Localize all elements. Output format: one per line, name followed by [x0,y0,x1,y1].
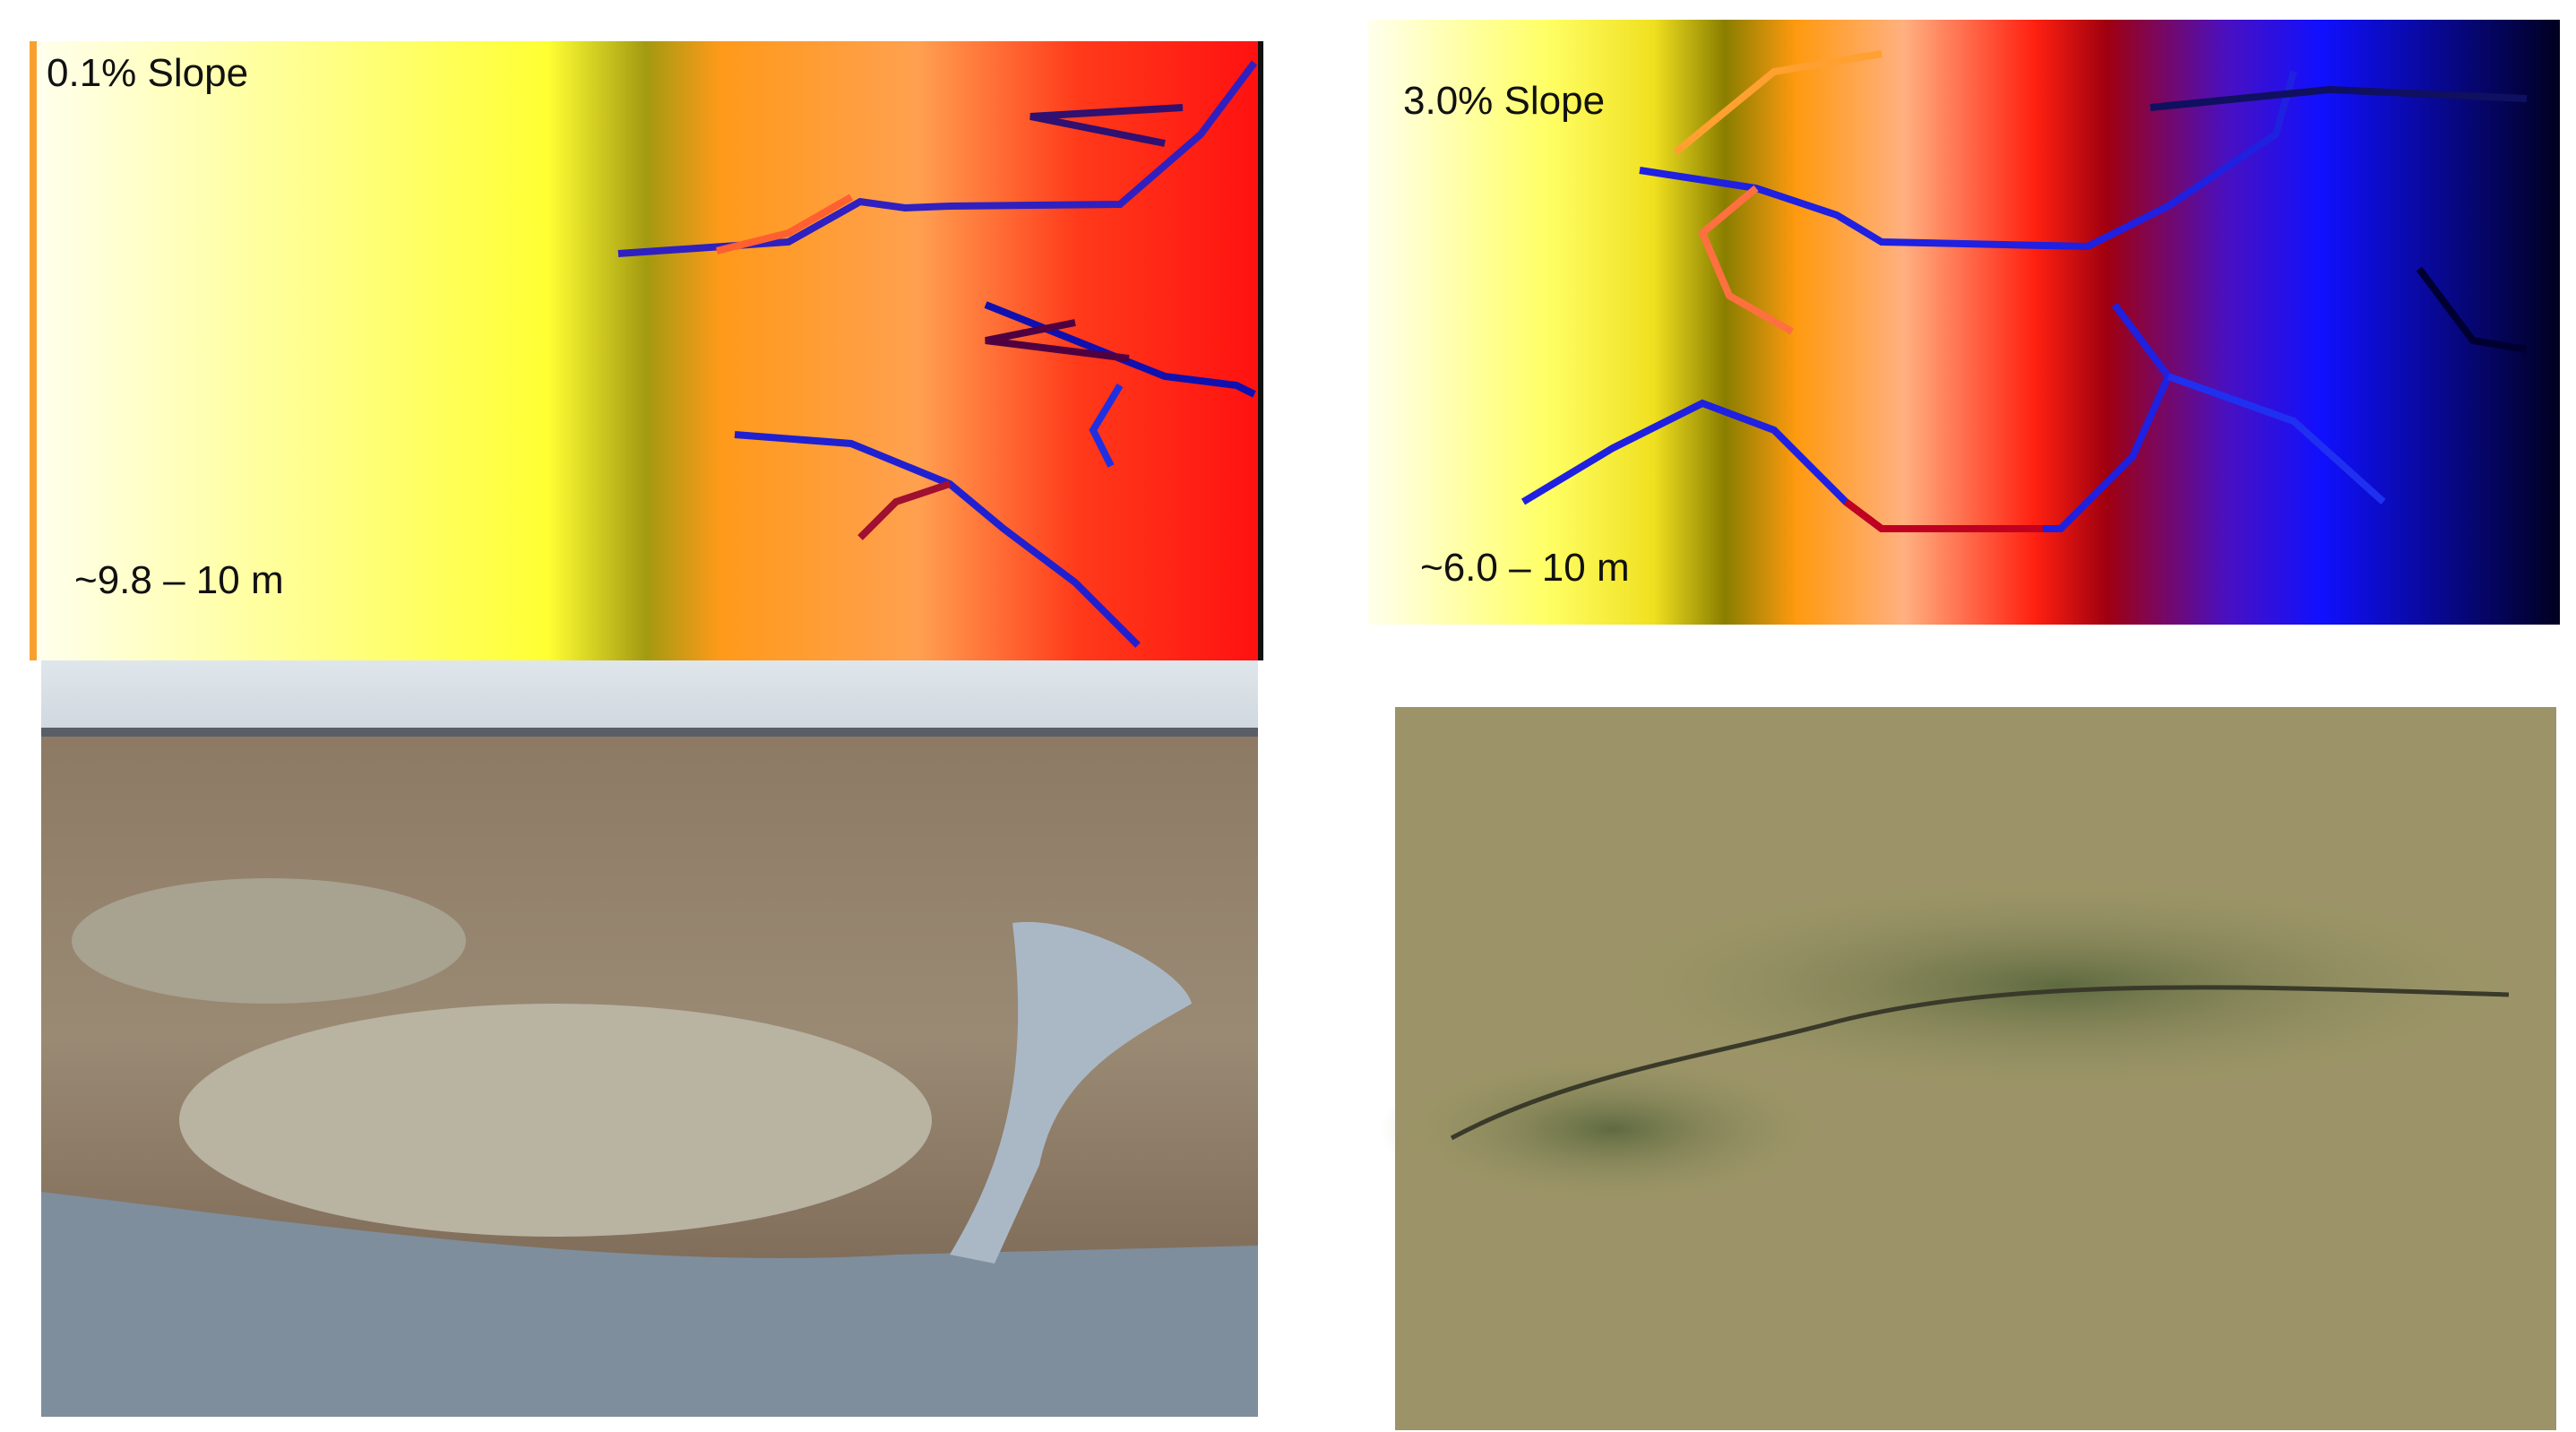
page: 0.1% Slope ~9.8 – 10 m 3.0% Slope ~6.0 –… [0,0,2576,1432]
edge [30,41,37,660]
figure: 0.1% Slope ~9.8 – 10 m 3.0% Slope ~6.0 –… [0,0,2576,1432]
polygon-field [1380,1048,1846,1210]
scale-label: ~6.0 – 10 m [1420,546,1630,590]
field-photo [41,660,1258,1417]
simulation-panel: 0.1% Slope ~9.8 – 10 m [30,41,1263,660]
tundra-block [179,1004,932,1237]
edge [1258,41,1263,660]
scale-label: ~9.8 – 10 m [74,558,284,602]
simulation-panel: 3.0% Slope ~6.0 – 10 m [1367,20,2560,625]
sky [41,660,1258,732]
tundra-block [72,878,466,1004]
slope-label: 0.1% Slope [47,51,248,95]
aerial-photo [1380,707,2563,1430]
pipeline [41,728,1258,737]
slope-label: 3.0% Slope [1403,79,1605,123]
